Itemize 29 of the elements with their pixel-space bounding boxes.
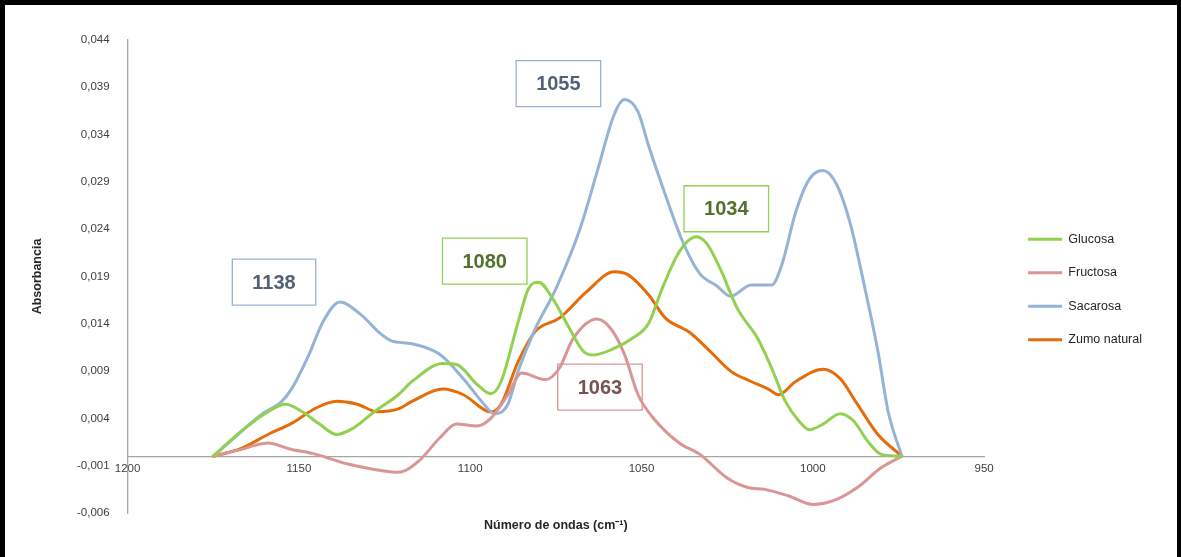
- x-tick-label: 950: [974, 462, 994, 475]
- legend-label: Sacarosa: [1068, 298, 1122, 313]
- y-tick-label: -0,001: [77, 458, 110, 471]
- x-tick-label: 1050: [628, 462, 655, 475]
- legend-label: Glucosa: [1068, 231, 1115, 246]
- x-tick-label: 1150: [286, 462, 312, 475]
- annotation: 1063: [577, 375, 623, 398]
- y-tick-label: 0,014: [80, 316, 111, 329]
- annotation: 1138: [252, 270, 296, 293]
- x-axis-title: Número de ondas (cm⁻¹): [484, 517, 628, 532]
- y-tick-label: -0,006: [77, 506, 110, 519]
- y-tick-label: 0,029: [80, 175, 110, 188]
- legend-label: Zumo natural: [1068, 332, 1143, 347]
- x-tick-label: 1100: [457, 462, 483, 475]
- legend-label: Fructosa: [1068, 265, 1118, 280]
- y-tick-label: 0,004: [80, 411, 111, 424]
- y-tick-label: 0,044: [80, 33, 111, 46]
- line-series: [211, 235, 904, 458]
- y-tick-label: 0,039: [80, 80, 110, 93]
- y-tick-label: 0,034: [80, 127, 111, 140]
- x-tick-label: 1200: [114, 462, 141, 475]
- annotation: 1055: [536, 72, 581, 95]
- annotation: 1080: [462, 249, 507, 272]
- y-tick-label: 0,019: [80, 269, 110, 282]
- y-tick-label: 0,009: [80, 364, 110, 377]
- y-tick-label: 0,024: [80, 222, 111, 235]
- annotation: 1034: [704, 197, 750, 220]
- y-axis-title: Absorbancia: [29, 237, 44, 315]
- x-tick-label: 1000: [800, 462, 826, 475]
